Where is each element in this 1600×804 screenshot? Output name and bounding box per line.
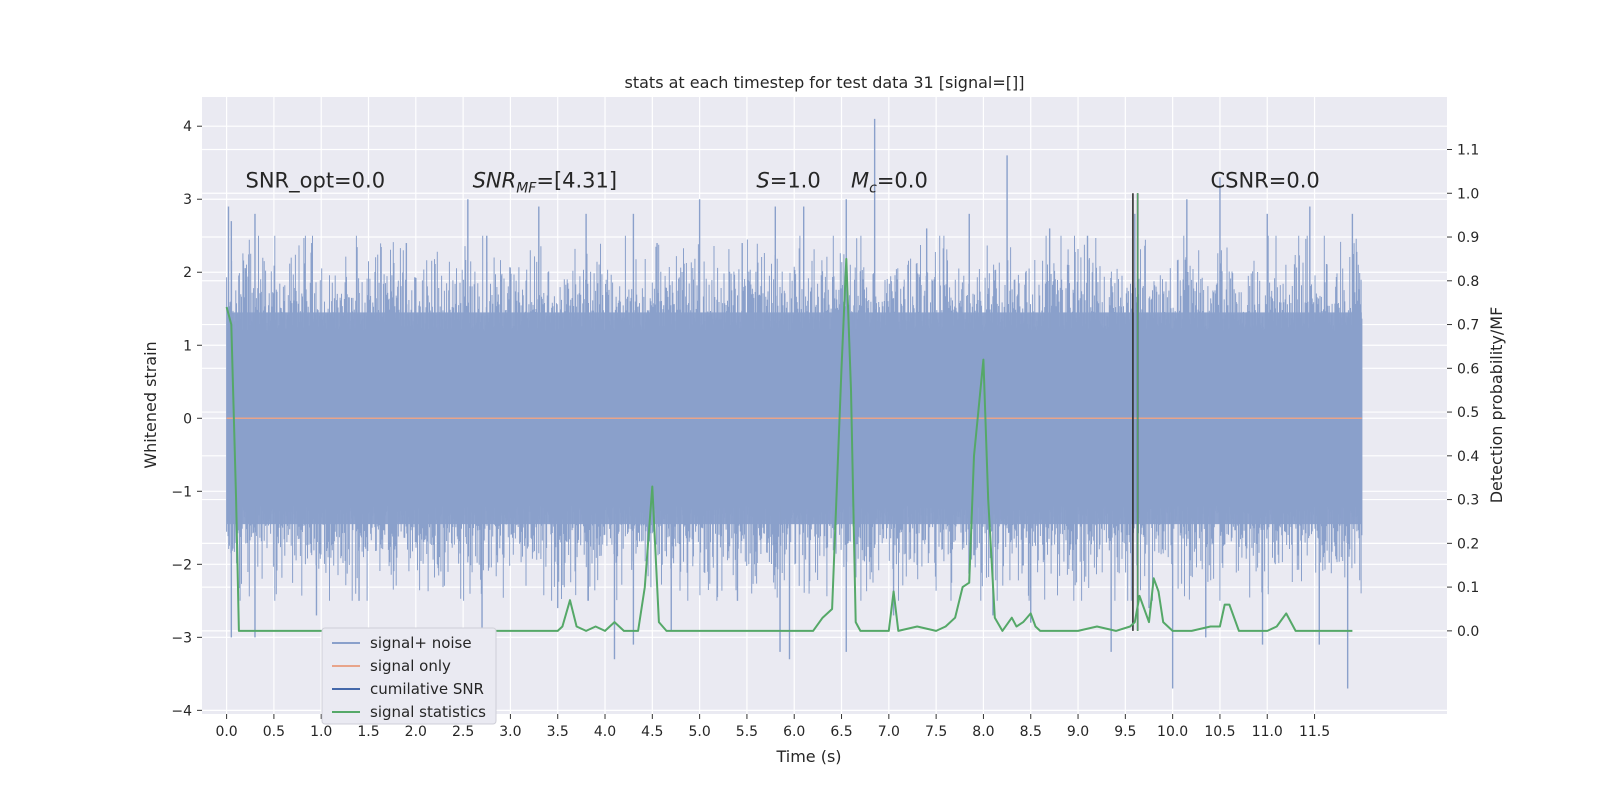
legend-label: signal only	[370, 657, 451, 675]
x-tick-label: 1.0	[310, 724, 332, 740]
y2-tick-label: 0.7	[1457, 318, 1479, 334]
y2-axis-label: Detection probability/MF	[1487, 307, 1506, 504]
y2-tick-label: 0.0	[1457, 624, 1479, 640]
x-tick-label: 11.5	[1299, 724, 1330, 740]
x-tick-label: 10.0	[1157, 724, 1188, 740]
annotation-text: Mc=0.0	[851, 169, 928, 197]
legend-label: signal+ noise	[370, 634, 472, 652]
y2-tick-label: 0.5	[1457, 405, 1479, 421]
y2-tick-label: 0.8	[1457, 274, 1479, 290]
y-tick-label: 4	[183, 119, 192, 135]
x-tick-label: 4.5	[641, 724, 663, 740]
series-cumilative-snr	[1132, 193, 1139, 631]
y2-tick-label: 0.1	[1457, 580, 1479, 596]
signal-statistics-line	[225, 257, 1353, 632]
y-tick-label: 0	[183, 411, 192, 427]
x-tick-label: 0.5	[263, 724, 285, 740]
annotations: SNR_opt=0.0 SNRMF=[4.31] S=1.0 Mc=0.0 CSNR=0…	[246, 169, 1320, 197]
y2-tick-label: 0.6	[1457, 361, 1479, 377]
annotation-text: S=1.0	[756, 169, 820, 193]
y-tick-label: −2	[171, 557, 192, 573]
legend: signal+ noise signal only cumilative SNR si…	[321, 627, 497, 725]
x-axis-label: Time (s)	[775, 747, 841, 766]
noise-spikes-down	[226, 418, 1363, 601]
y2-tick-label: 1.0	[1457, 186, 1479, 202]
x-tick-label: 2.5	[452, 724, 474, 740]
y-tick-label: −3	[171, 630, 192, 646]
x-tick-label: 5.0	[688, 724, 710, 740]
x-tick-label: 6.0	[783, 724, 805, 740]
y2-tick-label: 0.4	[1457, 449, 1479, 465]
x-tick-label: 1.5	[357, 724, 379, 740]
x-tick-label: 3.0	[499, 724, 521, 740]
x-tick-label: 10.5	[1204, 724, 1235, 740]
legend-label: signal statistics	[370, 703, 486, 721]
x-tick-label: 4.0	[594, 724, 616, 740]
annotation-text: SNRMF=[4.31]	[473, 169, 618, 197]
x-tick-label: 8.0	[972, 724, 994, 740]
x-tick-label: 2.0	[405, 724, 427, 740]
axes: 0.0 0.5 1.0 1.5 2.0 2.5 3.0 3.5 4.0 4.5 5.0 5.5 6.0 6…	[171, 119, 1479, 740]
y2-tick-label: 1.1	[1457, 143, 1479, 159]
annotation-text: CSNR=0.0	[1210, 169, 1319, 193]
y-tick-label: 1	[183, 338, 192, 354]
y2-tick-label: 0.2	[1457, 536, 1479, 552]
y-tick-label: 3	[183, 192, 192, 208]
x-tick-label: 5.5	[736, 724, 758, 740]
y2-tick-label: 0.3	[1457, 493, 1479, 509]
x-tick-label: 7.5	[925, 724, 947, 740]
series-signal-statistics	[225, 257, 1353, 632]
chart-title: stats at each timestep for test data 31 …	[625, 73, 1025, 92]
y-axis-label: Whitened strain	[141, 341, 160, 468]
x-tick-label: 6.5	[830, 724, 852, 740]
y2-tick-label: 0.9	[1457, 230, 1479, 246]
legend-label: cumilative SNR	[370, 680, 484, 698]
x-tick-label: 11.0	[1252, 724, 1283, 740]
x-tick-label: 8.5	[1020, 724, 1042, 740]
x-tick-label: 9.0	[1067, 724, 1089, 740]
x-tick-label: 3.5	[547, 724, 569, 740]
x-tick-label: 0.0	[215, 724, 237, 740]
y-tick-label: −1	[171, 484, 192, 500]
x-tick-label: 9.5	[1114, 724, 1136, 740]
y-tick-label: 2	[183, 265, 192, 281]
annotation-text: SNR_opt=0.0	[246, 169, 386, 194]
y-tick-label: −4	[171, 703, 192, 719]
x-tick-label: 7.0	[878, 724, 900, 740]
legend-box	[321, 627, 497, 725]
